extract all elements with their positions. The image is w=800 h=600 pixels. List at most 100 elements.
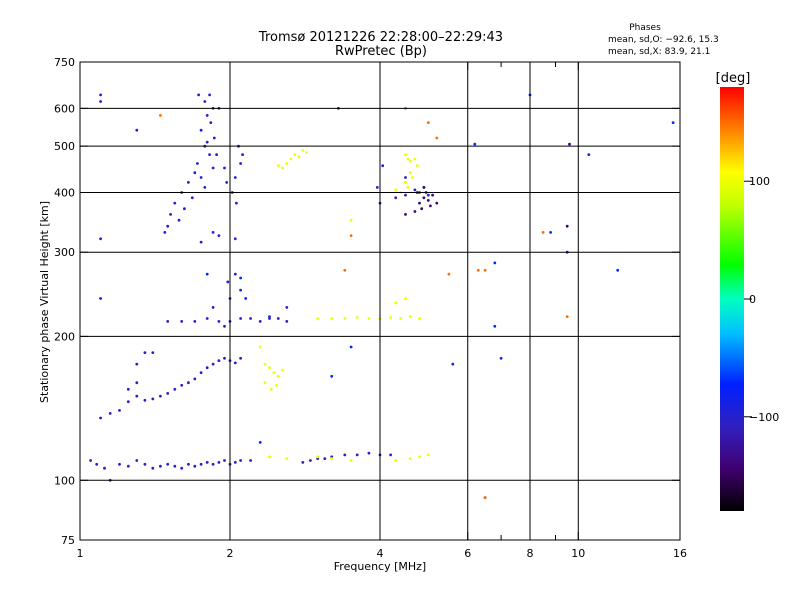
data-point (211, 306, 215, 309)
data-point (483, 268, 487, 272)
data-point (269, 387, 273, 391)
data-point (268, 366, 271, 370)
data-point (413, 188, 417, 192)
data-point (289, 157, 293, 161)
data-point (99, 100, 102, 103)
data-point (205, 272, 209, 276)
phase-colorbar: [deg] 100 0 −100 (716, 71, 779, 511)
data-point (281, 368, 284, 372)
data-point (565, 224, 569, 228)
data-point (199, 371, 203, 374)
data-point (169, 213, 173, 216)
data-point (199, 462, 203, 466)
data-point (422, 186, 426, 189)
data-point (118, 462, 121, 466)
data-point (211, 362, 215, 366)
y-tick-label: 400 (54, 186, 75, 199)
y-tick-label: 500 (54, 140, 75, 153)
data-point (249, 317, 253, 320)
data-point (616, 268, 620, 272)
x-axis-label: Frequency [MHz] (334, 560, 426, 573)
data-point (103, 466, 106, 470)
data-point (180, 320, 184, 323)
data-point (233, 176, 237, 179)
data-point (355, 316, 359, 319)
data-point (404, 213, 407, 216)
data-point (549, 231, 552, 234)
data-point (429, 204, 432, 208)
data-point (205, 317, 209, 320)
data-point (404, 297, 407, 300)
data-point (367, 451, 371, 455)
data-point (180, 383, 184, 387)
data-point (426, 121, 430, 124)
chart-subtitle: RwPretec (Bp) (335, 44, 427, 59)
data-point (233, 361, 237, 365)
y-tick-label: 600 (54, 102, 75, 115)
data-point (408, 171, 412, 175)
data-point (241, 153, 245, 157)
data-point (276, 164, 280, 168)
data-point (263, 381, 267, 385)
data-point (394, 459, 398, 462)
data-point (422, 196, 426, 200)
data-point (180, 466, 184, 470)
data-point (223, 356, 226, 360)
data-point (541, 231, 545, 234)
x-tick-label: 6 (464, 547, 471, 560)
data-point (205, 114, 209, 117)
phase-info-title: Phases (629, 23, 661, 33)
data-point (323, 457, 327, 460)
data-point (476, 268, 480, 272)
data-point (276, 374, 280, 378)
chart-titles: Tromsø 20121226 22:28:00–22:29:43 RwPret… (258, 30, 503, 59)
data-point (135, 459, 139, 462)
data-point (415, 164, 419, 168)
phase-info: Phases mean, sd,O: −92.6, 15.3 mean, sd,… (608, 23, 719, 57)
data-point (223, 166, 226, 170)
data-point (187, 462, 190, 466)
data-point (406, 157, 410, 161)
data-point (285, 306, 289, 309)
data-point (404, 176, 407, 179)
x-tick-label: 2 (227, 547, 234, 560)
y-axis-ticks: 75 100 200 300 400 500 600 750 (54, 56, 680, 547)
data-point (316, 455, 320, 459)
data-point (349, 459, 353, 462)
data-point (159, 114, 162, 117)
data-point (426, 199, 430, 202)
data-point (343, 317, 347, 320)
data-point (135, 381, 139, 385)
data-point (166, 320, 170, 323)
data-point (196, 162, 199, 165)
data-point (211, 231, 215, 234)
data-point (297, 155, 301, 159)
data-point (226, 280, 230, 284)
data-point (389, 316, 392, 319)
colorbar-label: [deg] (716, 71, 751, 86)
data-point (118, 409, 121, 412)
data-point (235, 201, 238, 205)
data-point (394, 188, 398, 192)
data-point (375, 186, 379, 189)
data-point (404, 193, 407, 197)
colorbar-ticks: 100 0 −100 (744, 175, 779, 424)
data-point (223, 324, 226, 328)
data-point (263, 362, 267, 366)
data-point (276, 317, 280, 320)
data-point (209, 121, 213, 124)
data-point (208, 93, 212, 97)
data-point (173, 387, 177, 391)
data-point (587, 153, 591, 157)
data-point (268, 315, 271, 318)
data-point (143, 462, 147, 466)
data-point (309, 459, 312, 462)
data-point (151, 466, 155, 470)
data-point (126, 400, 130, 404)
data-point (404, 181, 407, 184)
data-point (183, 207, 186, 211)
data-point (166, 462, 170, 466)
data-point (406, 186, 410, 189)
data-point (330, 374, 334, 378)
data-point (268, 455, 271, 459)
